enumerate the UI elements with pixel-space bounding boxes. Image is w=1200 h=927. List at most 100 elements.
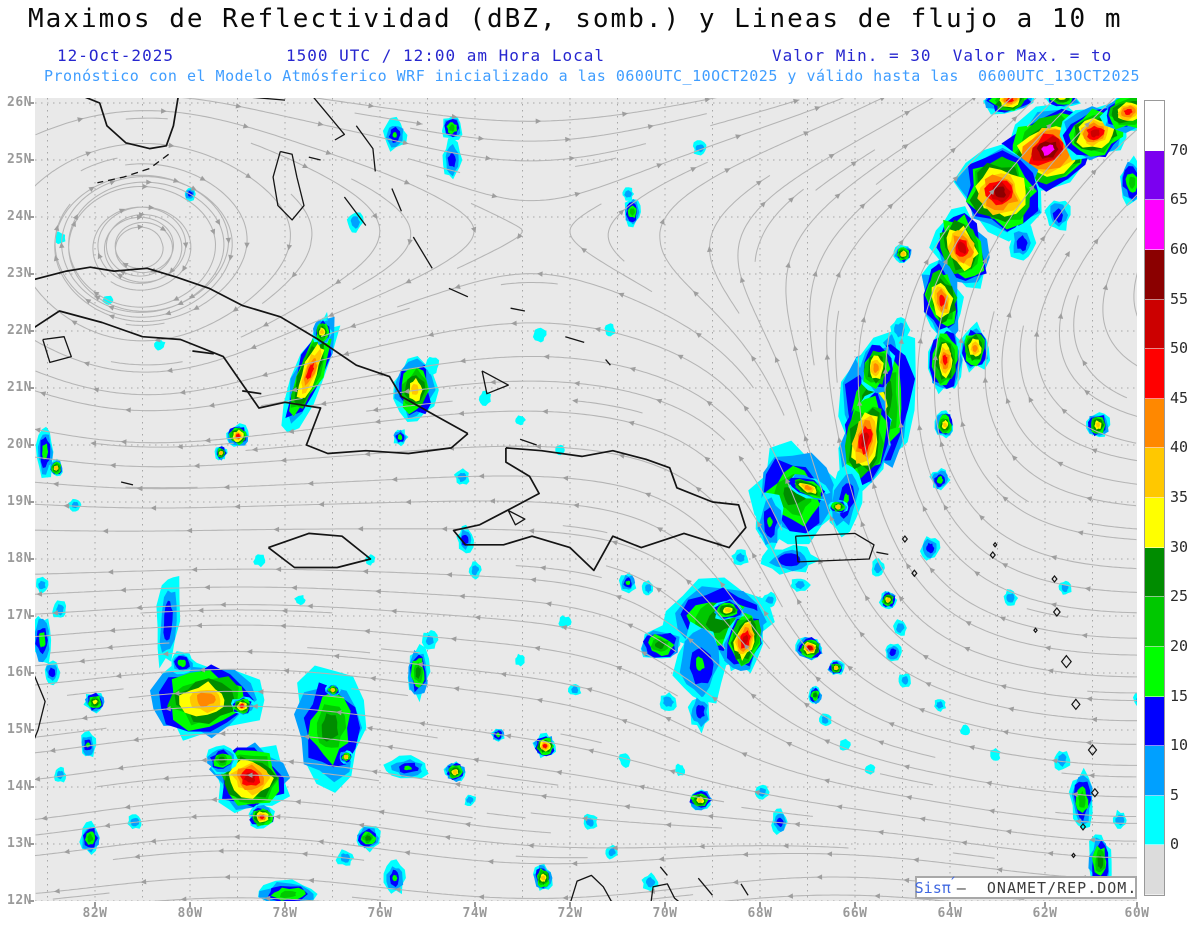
reflectivity-cell bbox=[934, 699, 947, 712]
colorbar-label-10: 10 bbox=[1170, 736, 1189, 755]
coastline-hispaniola bbox=[452, 447, 747, 572]
colorbar-segment bbox=[1145, 597, 1164, 647]
lat-label-18N: 18N bbox=[7, 551, 32, 566]
coastline-guajira bbox=[570, 874, 612, 901]
reflectivity-cell bbox=[731, 549, 749, 566]
reflectivity-cell bbox=[1068, 767, 1093, 829]
coastline-tortue bbox=[519, 438, 537, 446]
reflectivity-cell bbox=[150, 657, 265, 741]
coastline-cuba_south bbox=[35, 310, 469, 455]
reflectivity-cell bbox=[468, 561, 482, 580]
reflectivity-cell bbox=[893, 244, 912, 264]
reflectivity-cell bbox=[618, 753, 631, 768]
colorbar-segment bbox=[1145, 845, 1164, 895]
coastline-long_island bbox=[412, 236, 433, 269]
lon-label-70W: 70W bbox=[652, 906, 678, 921]
reflectivity-cell bbox=[35, 615, 52, 664]
colorbar-segment bbox=[1145, 200, 1164, 250]
reflectivity-cell bbox=[1009, 225, 1037, 261]
coastline-curacao bbox=[697, 877, 714, 896]
colorbar-label-65: 65 bbox=[1170, 190, 1189, 209]
island-mark bbox=[1033, 627, 1038, 634]
colorbar-label-15: 15 bbox=[1170, 686, 1189, 705]
reflectivity-cell bbox=[1086, 412, 1111, 438]
min-max-label: Valor Min. = 30 Valor Max. = to bbox=[772, 46, 1113, 65]
reflectivity-cell bbox=[827, 660, 845, 675]
watermark-org: — ONAMET/REP.DOM. bbox=[956, 878, 1138, 897]
island-mark bbox=[901, 535, 909, 544]
reflectivity-cell bbox=[659, 692, 677, 711]
colorbar-label-0: 0 bbox=[1170, 835, 1180, 854]
reflectivity-cell bbox=[36, 576, 49, 594]
colorbar-segment bbox=[1145, 646, 1164, 697]
colorbar-segment bbox=[1145, 795, 1164, 846]
coastline-puerto_rico bbox=[794, 532, 875, 563]
coastline-inagua bbox=[481, 370, 509, 395]
reflectivity-cell bbox=[890, 317, 911, 345]
coastline-exuma bbox=[343, 196, 367, 226]
reflectivity-cell bbox=[1054, 750, 1071, 771]
reflectivity-cell bbox=[294, 595, 306, 606]
lat-label-21N: 21N bbox=[7, 380, 32, 395]
colorbar-label-60: 60 bbox=[1170, 239, 1189, 258]
reflectivity-cell bbox=[464, 794, 476, 806]
colorbar-label-35: 35 bbox=[1170, 488, 1189, 506]
lat-label-12N: 12N bbox=[7, 893, 32, 908]
lat-label-15N: 15N bbox=[7, 722, 32, 737]
colorbar-label-40: 40 bbox=[1170, 438, 1189, 457]
reflectivity-cell bbox=[325, 683, 342, 696]
colorbar-segment bbox=[1145, 299, 1164, 350]
reflectivity-cell bbox=[48, 458, 63, 477]
reflectivity-cell bbox=[478, 390, 491, 406]
reflectivity-cell bbox=[871, 558, 885, 577]
reflectivity-cell bbox=[960, 724, 970, 736]
reflectivity-cell bbox=[689, 789, 713, 811]
coastline-central_america_edge bbox=[35, 675, 46, 739]
coastline-cat_island bbox=[391, 188, 402, 212]
island-mark bbox=[1052, 607, 1061, 617]
reflectivity-cell bbox=[687, 695, 710, 734]
reflectivity-cell bbox=[1003, 589, 1019, 606]
reflectivity-cell bbox=[919, 536, 941, 561]
reflectivity-cell bbox=[208, 742, 291, 814]
colorbar-label-20: 20 bbox=[1170, 636, 1189, 655]
reflectivity-cell bbox=[393, 429, 409, 447]
reflectivity-cell bbox=[959, 321, 991, 373]
reflectivity-cell bbox=[35, 426, 54, 478]
lat-label-24N: 24N bbox=[7, 209, 32, 224]
reflectivity-cell bbox=[154, 339, 166, 351]
lon-label-72W: 72W bbox=[557, 906, 583, 921]
coastline-jamaica bbox=[267, 532, 372, 569]
lon-label-60W: 60W bbox=[1124, 906, 1150, 921]
coastline-abaco bbox=[313, 98, 346, 141]
colorbar-segment bbox=[1145, 696, 1164, 747]
coastline-paraguana bbox=[650, 883, 680, 901]
reflectivity-cell bbox=[515, 415, 526, 426]
reflectivity-cell bbox=[68, 498, 82, 512]
lat-label-17N: 17N bbox=[7, 608, 32, 623]
colorbar-segment bbox=[1145, 448, 1164, 498]
colorbar-segment bbox=[1145, 547, 1164, 598]
island-mark bbox=[1051, 574, 1058, 583]
reflectivity-cell bbox=[206, 745, 239, 774]
reflectivity-cell bbox=[356, 826, 381, 853]
coastline-turks bbox=[605, 359, 611, 366]
reflectivity-cell bbox=[893, 619, 907, 636]
coastline-andros bbox=[272, 150, 305, 221]
reflectivity-cell bbox=[885, 643, 902, 662]
coastline-isla_juventud bbox=[42, 336, 72, 364]
lat-label-14N: 14N bbox=[7, 779, 32, 794]
coastline-new_providence bbox=[308, 156, 321, 161]
lat-label-26N: 26N bbox=[7, 95, 32, 110]
coastline-florida_keys bbox=[97, 153, 169, 184]
island-mark bbox=[1087, 743, 1098, 756]
colorbar-segment bbox=[1145, 150, 1164, 201]
reflectivity-cell bbox=[532, 863, 553, 891]
colorbar-segment bbox=[1145, 101, 1164, 151]
forecast-init-label: Pronóstico con el Modelo Atmósferico WRF… bbox=[44, 67, 1141, 85]
reflectivity-colorbar bbox=[1144, 100, 1165, 896]
reflectivity-cell bbox=[258, 879, 318, 901]
colorbar-label-70: 70 bbox=[1170, 140, 1189, 159]
